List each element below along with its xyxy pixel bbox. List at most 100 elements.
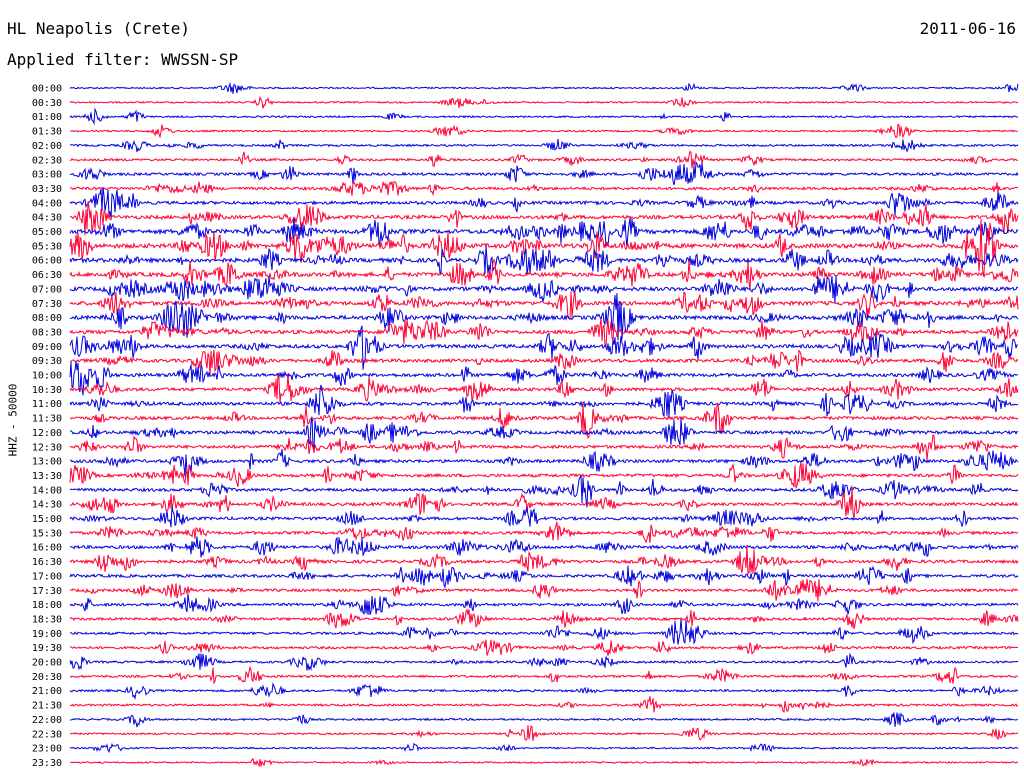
trace-row-1730 [69,578,1018,602]
time-tick-label: 18:00 [32,600,62,611]
time-tick-label: 19:30 [32,643,62,654]
time-tick-label: 04:00 [32,198,62,209]
trace-row-2100 [69,682,1018,701]
filter-label: Applied filter: WWSSN-SP [7,50,239,69]
trace-row-1100 [69,384,1019,418]
time-tick-label: 07:30 [32,299,62,310]
trace-row-1900 [69,618,1019,645]
time-tick-label: 06:00 [32,256,62,267]
trace-row-0230 [69,150,1018,169]
trace-row-1930 [69,639,1019,656]
time-tick-label: 11:30 [32,414,62,425]
trace-row-0530 [69,218,1019,279]
time-tick-label: 10:00 [32,371,62,382]
time-tick-label: 14:00 [32,485,62,496]
trace-row-2230 [69,725,1019,741]
time-tick-label: 16:00 [32,543,62,554]
time-tick-label: 21:00 [32,686,62,697]
date-label: 2011-06-16 [919,19,1016,38]
trace-row-0330 [70,180,1019,197]
trace-row-0030 [69,95,1019,109]
trace-row-0930 [69,349,1019,376]
time-tick-label: 14:30 [32,500,62,511]
time-tick-label: 03:00 [32,170,62,181]
trace-row-2300 [69,742,1019,754]
time-tick-label: 00:00 [32,84,62,95]
time-tick-label: 13:30 [32,471,62,482]
trace-row-0630 [69,258,1019,290]
time-tick-label: 02:00 [32,141,62,152]
time-tick-label: 01:00 [32,112,62,123]
time-tick-label: 12:00 [32,428,62,439]
trace-row-0430 [70,201,1019,236]
time-tick-label: 18:30 [32,614,62,625]
time-tick-label: 06:30 [32,270,62,281]
station-title: HL Neapolis (Crete) [7,19,191,38]
trace-row-1430 [69,485,1019,519]
trace-row-0730 [69,291,1019,320]
trace-row-1200 [70,416,1019,449]
time-tick-label: 23:30 [32,758,62,769]
time-tick-label: 15:30 [32,528,62,539]
trace-row-0900 [69,325,1019,370]
trace-row-0400 [69,186,1019,218]
trace-row-1030 [69,373,1019,403]
time-tick-label: 15:00 [32,514,62,525]
time-tick-label: 17:30 [32,586,62,597]
trace-row-0830 [69,318,1019,350]
time-tick-label: 03:30 [32,184,62,195]
time-tick-label: 12:30 [32,442,62,453]
time-tick-label: 20:00 [32,658,62,669]
time-tick-label: 04:30 [32,213,62,224]
trace-row-2030 [69,665,1019,685]
trace-row-0000 [69,81,1019,94]
time-tick-label: 10:30 [32,385,62,396]
trace-row-1230 [69,434,1019,461]
time-tick-label: 20:30 [32,672,62,683]
trace-row-1400 [69,474,1019,508]
trace-row-1500 [69,506,1019,528]
time-tick-label: 01:30 [32,127,62,138]
trace-row-0130 [69,123,1019,139]
trace-row-2130 [69,696,1019,713]
trace-row-1830 [69,608,1019,630]
trace-row-0500 [69,216,1019,248]
time-tick-label: 07:00 [32,284,62,295]
time-tick-label: 08:30 [32,327,62,338]
trace-row-2200 [69,712,1019,728]
time-tick-label: 05:00 [32,227,62,238]
trace-row-1630 [69,544,1019,576]
time-tick-label: 16:30 [32,557,62,568]
trace-row-0100 [69,107,1019,126]
time-tick-label: 21:30 [32,701,62,712]
time-tick-label: 23:00 [32,744,62,755]
time-tick-label: 11:00 [32,399,62,410]
time-tick-label: 09:30 [32,356,62,367]
time-tick-label: 17:00 [32,571,62,582]
time-tick-label: 19:00 [32,629,62,640]
trace-row-0700 [69,275,1019,304]
time-tick-label: 08:00 [32,313,62,324]
trace-row-1700 [69,565,1019,589]
trace-row-0600 [69,245,1019,276]
time-tick-label: 22:30 [32,729,62,740]
time-tick-label: 02:30 [32,155,62,166]
trace-row-1330 [69,462,1019,489]
trace-row-1530 [69,521,1019,544]
trace-row-2000 [69,652,1019,671]
time-tick-label: 13:00 [32,457,62,468]
time-tick-label: 00:30 [32,98,62,109]
trace-row-1300 [70,448,1019,477]
time-tick-label: 22:00 [32,715,62,726]
trace-row-0300 [69,160,1019,186]
trace-row-0200 [69,138,1019,153]
trace-row-1800 [69,594,1019,616]
trace-row-1000 [69,360,1018,396]
trace-row-1130 [69,401,1019,440]
trace-row-2330 [70,757,1019,768]
time-tick-label: 05:30 [32,241,62,252]
trace-row-0800 [69,293,1019,341]
time-tick-label: 09:00 [32,342,62,353]
trace-row-1600 [69,536,1019,558]
